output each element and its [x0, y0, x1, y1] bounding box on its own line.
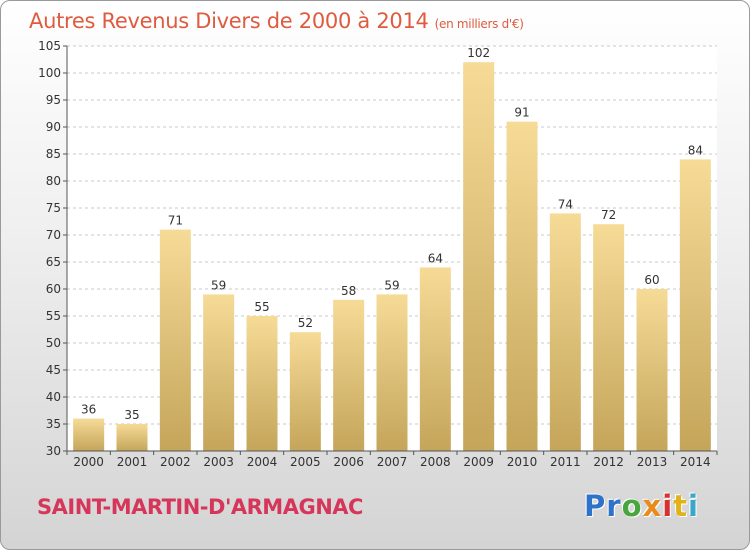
y-tick-label: 60 [46, 282, 61, 296]
data-label-2014: 84 [688, 143, 703, 157]
x-tick-label: 2006 [333, 455, 364, 469]
x-tick-label: 2010 [507, 455, 538, 469]
x-tick-label: 2014 [680, 455, 711, 469]
chart-title-text: Autres Revenus Divers de 2000 à 2014 [29, 9, 429, 33]
bar-2000 [73, 418, 105, 451]
data-label-2005: 52 [298, 316, 313, 330]
y-tick-label: 65 [46, 255, 61, 269]
x-tick-label: 2005 [290, 455, 321, 469]
y-tick-label: 85 [46, 147, 61, 161]
y-tick-label: 70 [46, 228, 61, 242]
chart-subtitle: (en milliers d'€) [434, 17, 524, 31]
bar-2006 [333, 299, 365, 451]
x-tick-label: 2002 [160, 455, 191, 469]
x-tick-label: 2009 [463, 455, 494, 469]
data-label-2001: 35 [124, 408, 139, 422]
y-tick-label: 80 [46, 174, 61, 188]
y-tick-label: 30 [46, 444, 61, 458]
logo-letters-6: i [688, 489, 699, 523]
data-label-2008: 64 [428, 251, 443, 265]
data-label-2000: 36 [81, 403, 96, 417]
logo-letters-5: t [673, 489, 689, 523]
bar-2007 [376, 294, 408, 451]
data-label-2012: 72 [601, 208, 616, 222]
bar-2003 [203, 294, 235, 451]
y-tick-label: 95 [46, 93, 61, 107]
bar-2009 [463, 62, 495, 451]
x-tick-label: 2008 [420, 455, 451, 469]
logo-letters-2: o [621, 489, 643, 523]
data-label-2009: 102 [467, 46, 490, 60]
data-label-2006: 58 [341, 284, 356, 298]
y-tick-label: 50 [46, 336, 61, 350]
data-label-2002: 71 [168, 214, 183, 228]
data-labels: 36 35 71 59 55 52 58 59 64 102 91 74 72 60 84 [81, 46, 703, 422]
x-tick-label: 2004 [247, 455, 278, 469]
data-label-2013: 60 [644, 273, 659, 287]
y-tick-label: 55 [46, 309, 61, 323]
x-tick-label: 2011 [550, 455, 581, 469]
x-tick-label: 2012 [593, 455, 624, 469]
bar-2013 [636, 289, 668, 451]
y-tick-label: 35 [46, 417, 61, 431]
bar-2002 [159, 229, 191, 451]
proxiti-logo: Proxiti [584, 489, 699, 523]
y-tick-label: 90 [46, 120, 61, 134]
bar-2010 [506, 121, 538, 451]
logo-letters-4: i [662, 489, 674, 523]
data-label-2007: 59 [384, 278, 399, 292]
data-label-2004: 55 [254, 300, 269, 314]
bar-2014 [679, 159, 711, 451]
y-tick-label: 75 [46, 201, 61, 215]
y-tick-label: 105 [38, 39, 61, 53]
bar-2001 [116, 424, 148, 451]
logo-letters-3: x [642, 489, 663, 523]
data-label-2011: 74 [558, 197, 573, 211]
bar-2012 [593, 224, 625, 451]
data-label-2003: 59 [211, 278, 226, 292]
y-tick-label: 100 [38, 66, 61, 80]
y-tick-label: 40 [46, 390, 61, 404]
x-tick-label: 2003 [203, 455, 234, 469]
bar-2005 [289, 332, 321, 451]
bar-2011 [549, 213, 581, 451]
x-axis: 2000 2001 2002 2003 2004 2005 2006 2007 2008 2009… [66, 450, 718, 469]
chart-title: Autres Revenus Divers de 2000 à 2014 (en … [29, 9, 524, 33]
commune-name: SAINT-MARTIN-D'ARMAGNAC [37, 495, 363, 519]
x-tick-label: 2001 [117, 455, 148, 469]
x-tick-label: 2000 [73, 455, 104, 469]
data-label-2010: 91 [514, 106, 529, 120]
x-tick-label: 2013 [637, 455, 668, 469]
y-tick-label: 45 [46, 363, 61, 377]
logo-letters-1: Pr [584, 489, 622, 523]
bar-2004 [246, 316, 278, 451]
x-tick-label: 2007 [377, 455, 408, 469]
bar-2008 [419, 267, 451, 451]
y-axis: 30 35 40 45 50 55 60 65 70 75 80 85 90 95 100 105 [38, 39, 68, 458]
bars [73, 62, 711, 451]
